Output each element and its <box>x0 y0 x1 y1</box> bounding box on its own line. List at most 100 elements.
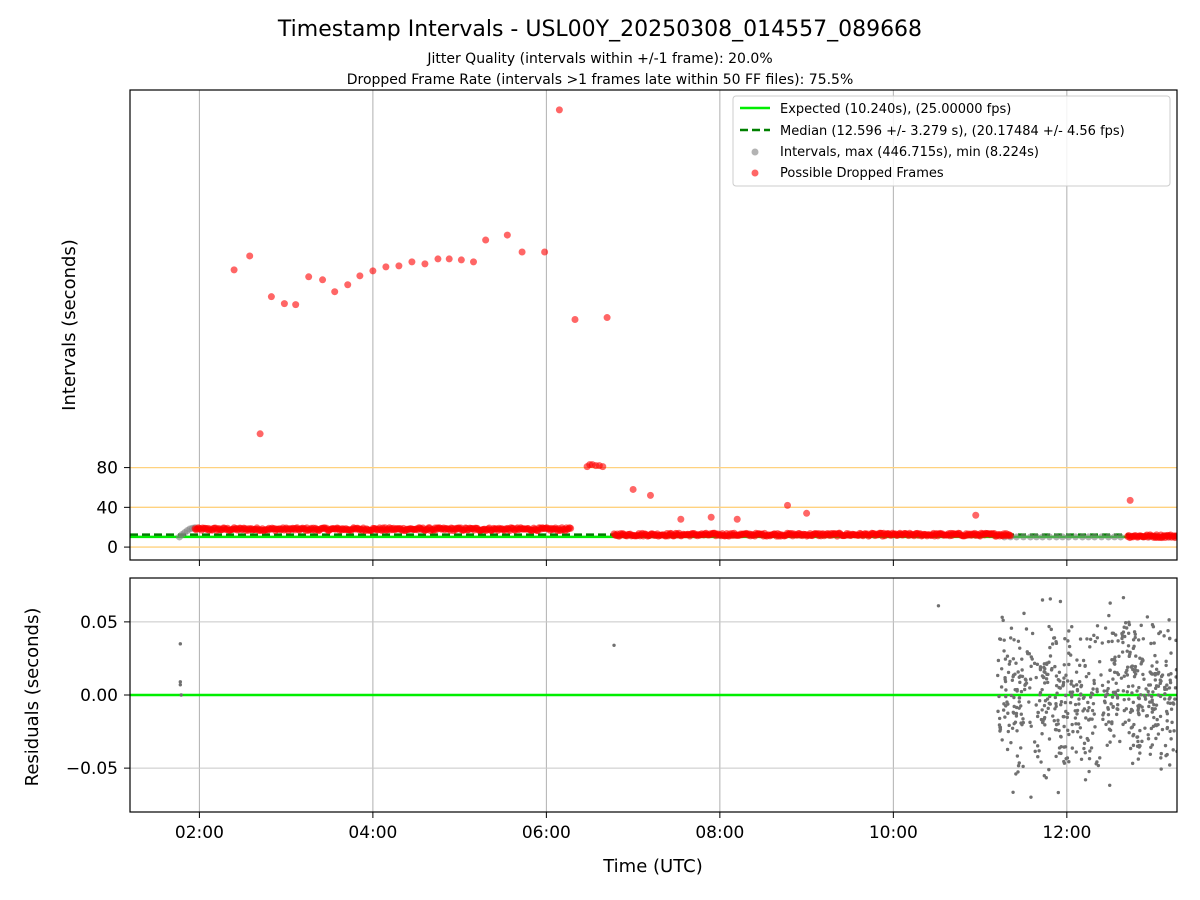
residual-point <box>1064 709 1068 714</box>
residual-point <box>1059 699 1064 704</box>
dropped-frame-point <box>344 281 352 289</box>
residual-point <box>1075 712 1079 716</box>
residual-point <box>1023 683 1027 687</box>
residual-point <box>1078 726 1083 730</box>
residual-point <box>1087 769 1091 774</box>
residual-point <box>1148 700 1152 704</box>
residual-point <box>1147 693 1151 697</box>
residual-point <box>1087 756 1092 761</box>
residual-point <box>1079 735 1083 739</box>
residual-point <box>1021 764 1025 769</box>
legend-dropped-swatch <box>751 169 759 177</box>
residual-point <box>1012 638 1016 642</box>
residual-point <box>1159 756 1163 760</box>
residual-point <box>999 667 1004 671</box>
residual-point <box>1087 705 1091 710</box>
residual-point <box>1122 697 1126 702</box>
dropped-frame-point <box>733 515 741 523</box>
residual-point <box>1095 636 1100 640</box>
residual-point <box>1163 743 1168 748</box>
residual-point <box>1004 688 1008 692</box>
intervals-ticks: 0 40 80 <box>96 459 1068 566</box>
residual-point <box>1116 639 1120 643</box>
residual-point <box>1042 675 1046 679</box>
residual-point <box>1062 663 1066 667</box>
residual-point <box>1108 668 1112 672</box>
residual-point <box>1086 700 1090 705</box>
residual-point <box>1014 711 1019 716</box>
residual-point <box>1169 737 1173 741</box>
residual-point <box>1004 694 1008 699</box>
residual-point <box>1013 687 1017 692</box>
residual-point <box>1063 745 1068 749</box>
residual-point <box>1122 674 1126 678</box>
residual-point <box>1042 703 1047 708</box>
residual-point <box>1009 740 1013 745</box>
residual-point <box>1011 710 1016 715</box>
residual-point <box>1137 685 1141 690</box>
residual-point <box>1117 654 1121 659</box>
residual-point <box>1133 667 1138 672</box>
residual-point <box>1098 756 1102 760</box>
xtick-label: 10:00 <box>869 823 918 843</box>
residual-point <box>1044 677 1049 681</box>
residual-point <box>1011 657 1016 661</box>
chart-title: Timestamp Intervals - USL00Y_20250308_01… <box>277 17 922 42</box>
residual-point <box>1003 715 1007 719</box>
residual-point <box>1083 778 1088 782</box>
residual-point <box>1010 726 1015 730</box>
residual-point <box>1116 672 1121 677</box>
residual-point <box>1108 601 1112 605</box>
xtick-label: 04:00 <box>348 823 397 843</box>
residual-point <box>1157 631 1161 636</box>
residual-point <box>1056 722 1060 726</box>
residual-point <box>1143 726 1147 730</box>
residual-point <box>1121 595 1126 600</box>
residual-point <box>1151 724 1156 729</box>
residual-point <box>1131 743 1136 748</box>
residual-point <box>1154 667 1159 671</box>
residual-point <box>1061 684 1065 688</box>
residual-point <box>1153 678 1158 682</box>
residual-point <box>1057 746 1062 750</box>
residual-point <box>996 673 1000 678</box>
residual-point <box>1110 720 1114 724</box>
residual-point <box>1016 764 1021 768</box>
residual-point <box>1168 729 1172 734</box>
residual-point <box>1059 735 1063 739</box>
residual-point <box>1034 703 1038 707</box>
residual-point <box>1084 674 1089 679</box>
residual-point <box>1165 726 1169 731</box>
residual-point <box>1150 743 1155 747</box>
residual-point <box>1043 699 1048 703</box>
residual-point <box>1095 687 1099 691</box>
residual-point <box>1077 697 1081 701</box>
residual-point <box>1057 728 1061 733</box>
residual-point <box>1097 660 1102 664</box>
dropped-frame-point <box>395 262 403 270</box>
residual-point <box>1001 708 1006 712</box>
residual-point <box>1114 712 1119 717</box>
residual-point <box>1076 722 1081 726</box>
residual-point <box>178 680 183 684</box>
residual-point <box>1153 653 1157 658</box>
residual-point <box>1070 746 1075 750</box>
dropped-frame-point <box>280 300 288 308</box>
residual-point <box>1125 673 1130 677</box>
residual-point <box>1121 722 1125 727</box>
dropped-frame-point <box>555 106 563 114</box>
residual-point <box>1016 670 1020 674</box>
intervals-ytick-label: 40 <box>96 498 118 518</box>
residual-point <box>1101 711 1106 715</box>
residual-point <box>1163 687 1167 692</box>
residual-point <box>1003 675 1007 680</box>
residual-point <box>1135 735 1140 739</box>
residual-point <box>1093 639 1097 644</box>
residual-point <box>1112 670 1117 674</box>
residual-point <box>1068 701 1073 705</box>
residual-point <box>1105 689 1109 693</box>
dropped-frame-point <box>603 314 611 322</box>
residual-point <box>1110 639 1114 644</box>
residual-point <box>1147 683 1151 687</box>
residual-point <box>1173 686 1177 690</box>
